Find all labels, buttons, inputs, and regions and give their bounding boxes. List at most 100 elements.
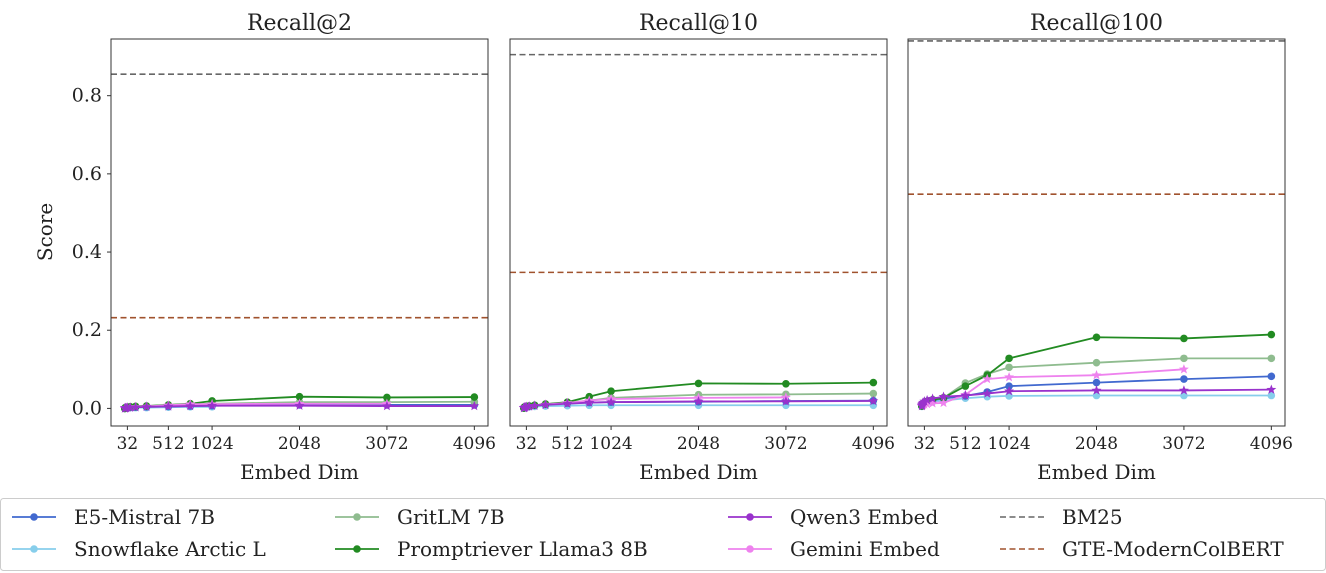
legend-label-gritlm-7b: GritLM 7B xyxy=(397,505,505,529)
legend-marker-promptriever-llama3-8b xyxy=(353,545,361,553)
series-point-snowflake-arctic-l xyxy=(1180,391,1188,400)
x-tick-label: 2048 xyxy=(1075,434,1118,454)
series-point-promptriever-llama3-8b xyxy=(607,387,615,396)
series-point-gritlm-7b xyxy=(1005,363,1013,372)
series-point-qwen3-embed xyxy=(294,400,305,410)
legend-label-qwen3-embed: Qwen3 Embed xyxy=(790,505,939,529)
x-axis-label: Embed Dim xyxy=(639,460,758,484)
series-point-qwen3-embed xyxy=(584,397,595,407)
series-point-gemini-embed xyxy=(1004,371,1015,382)
plot-frame xyxy=(907,38,1286,427)
panel-recall-at-2: Recall@2 32 512 1024 2048 3072 4096 Embed Dim 0.… xyxy=(33,11,496,484)
x-tick-label: 4096 xyxy=(1250,434,1293,454)
x-tick-label: 2048 xyxy=(677,434,720,454)
x-tick-label: 3072 xyxy=(764,434,807,454)
series-point-promptriever-llama3-8b xyxy=(961,382,970,390)
legend-marker-gritlm-7b xyxy=(353,513,361,521)
series-point-promptriever-llama3-8b xyxy=(383,393,391,402)
x-tick-label: 2048 xyxy=(278,434,321,454)
x-axis-label: Embed Dim xyxy=(240,460,359,484)
series-point-promptriever-llama3-8b xyxy=(1267,330,1276,339)
x-tick-label: 3072 xyxy=(1162,434,1205,454)
x-tick-label: 512 xyxy=(551,434,583,454)
series-point-gemini-embed xyxy=(1178,364,1189,374)
series-point-snowflake-arctic-l xyxy=(1267,391,1276,400)
legend: E5-Mistral 7B Snowflake Arctic L GritLM 7B… xyxy=(0,498,1326,571)
series-point-gemini-embed xyxy=(927,398,938,408)
y-tick-label: 0.4 xyxy=(72,241,102,263)
x-tick-label: 1024 xyxy=(987,434,1030,454)
series-point-gemini-embed xyxy=(938,397,949,408)
x-axis-label: Embed Dim xyxy=(1037,460,1156,484)
x-tick-label: 4096 xyxy=(453,434,496,454)
x-tick-label: 32 xyxy=(516,434,538,454)
series-point-qwen3-embed xyxy=(1266,384,1277,394)
series-point-gemini-embed xyxy=(982,373,993,384)
legend-label-bm25: BM25 xyxy=(1062,505,1123,529)
y-tick-label: 0.2 xyxy=(72,319,102,341)
legend-label-snowflake-arctic-l: Snowflake Arctic L xyxy=(74,537,266,561)
series-point-qwen3-embed xyxy=(919,396,930,406)
series-point-qwen3-embed xyxy=(185,400,196,411)
plot-frame xyxy=(110,38,489,427)
x-tick-label: 32 xyxy=(914,434,936,454)
y-tick-label: 0.6 xyxy=(72,163,102,185)
series-point-qwen3-embed xyxy=(562,398,573,408)
series-point-gritlm-7b xyxy=(1092,358,1101,367)
panel-recall-at-10: Recall@10 32 512 1024 2048 3072 4096 Embed Dim xyxy=(509,11,895,484)
series-point-qwen3-embed xyxy=(982,388,993,398)
series-point-promptriever-llama3-8b xyxy=(694,379,703,388)
x-tick-label: 1024 xyxy=(589,434,632,454)
series-point-qwen3-embed xyxy=(1178,385,1189,395)
series-point-gritlm-7b xyxy=(869,389,878,398)
series-point-promptriever-llama3-8b xyxy=(1092,333,1101,342)
x-tick-label: 3072 xyxy=(365,434,408,454)
series-point-gritlm-7b xyxy=(1180,354,1188,363)
legend-marker-snowflake-arctic-l xyxy=(30,545,38,553)
plot-frame xyxy=(509,38,888,427)
series-point-e5-mistral-7b xyxy=(1180,375,1188,383)
series-point-gritlm-7b xyxy=(1267,354,1276,363)
series-point-promptriever-llama3-8b xyxy=(1180,334,1188,343)
series-point-qwen3-embed xyxy=(207,400,218,410)
series-point-promptriever-llama3-8b xyxy=(295,392,304,401)
legend-marker-gemini-embed xyxy=(746,545,754,553)
series-point-e5-mistral-7b xyxy=(1092,378,1101,387)
panel-title: Recall@10 xyxy=(639,11,758,36)
series-point-qwen3-embed xyxy=(141,401,152,412)
x-tick-label: 512 xyxy=(949,434,981,454)
series-point-qwen3-embed xyxy=(693,396,704,406)
y-tick-label: 0.0 xyxy=(72,397,102,419)
series-point-qwen3-embed xyxy=(960,390,971,400)
legend-marker-e5-mistral-7b xyxy=(30,513,38,521)
series-point-gemini-embed xyxy=(922,398,933,409)
series-point-qwen3-embed xyxy=(540,399,551,410)
panel-recall-at-100: Recall@100 32 512 1024 2048 3072 4096 Embed Dim xyxy=(907,11,1293,484)
x-tick-label: 1024 xyxy=(190,434,233,454)
series-point-qwen3-embed xyxy=(381,400,392,411)
series-point-qwen3-embed xyxy=(163,401,174,411)
y-axis-label: Score xyxy=(33,203,57,261)
series-point-promptriever-llama3-8b xyxy=(782,379,790,388)
series-point-promptriever-llama3-8b xyxy=(869,378,878,387)
x-tick-label: 4096 xyxy=(852,434,895,454)
x-tick-label: 32 xyxy=(117,434,139,454)
legend-label-gemini-embed: Gemini Embed xyxy=(790,537,940,561)
panel-title: Recall@2 xyxy=(247,11,352,36)
series-point-qwen3-embed xyxy=(1091,385,1102,395)
series-point-qwen3-embed xyxy=(469,400,480,411)
series-point-qwen3-embed xyxy=(529,400,540,410)
series-point-promptriever-llama3-8b xyxy=(1005,354,1013,363)
series-point-promptriever-llama3-8b xyxy=(470,393,479,401)
x-tick-label: 512 xyxy=(152,434,184,454)
series-point-snowflake-arctic-l xyxy=(1092,391,1101,400)
legend-label-e5-mistral-7b: E5-Mistral 7B xyxy=(74,505,215,529)
series-point-qwen3-embed xyxy=(868,395,879,406)
series-point-qwen3-embed xyxy=(606,396,617,407)
series-point-gemini-embed xyxy=(1091,369,1102,380)
series-point-qwen3-embed xyxy=(922,395,933,405)
series-point-qwen3-embed xyxy=(524,401,535,411)
y-tick-label: 0.8 xyxy=(72,85,102,107)
series-point-qwen3-embed xyxy=(1004,386,1015,396)
